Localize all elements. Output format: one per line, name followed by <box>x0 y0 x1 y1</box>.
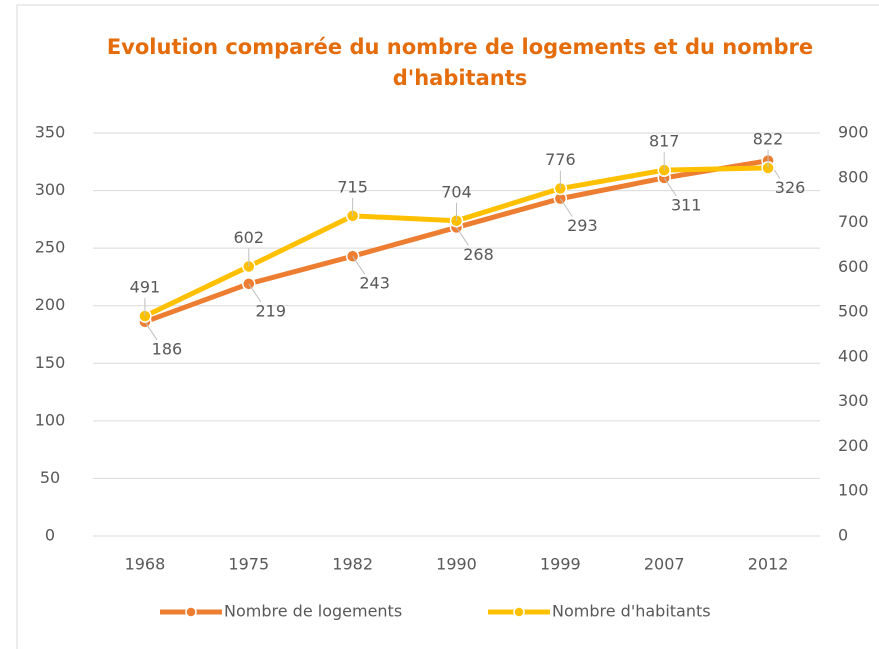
data-label: 602 <box>234 228 265 247</box>
data-label: 491 <box>130 278 161 297</box>
leader-line <box>352 255 366 275</box>
y-tick-label: 200 <box>35 295 66 314</box>
data-label: 243 <box>359 274 390 293</box>
y2-tick-label: 600 <box>838 257 869 276</box>
x-tick-label: 1982 <box>332 555 373 574</box>
legend-marker <box>185 606 197 618</box>
y-tick-label: 0 <box>45 526 55 545</box>
data-label: 268 <box>463 245 494 264</box>
leader-line <box>144 321 158 341</box>
y-tick-label: 100 <box>35 410 66 429</box>
x-tick-label: 2012 <box>748 555 789 574</box>
y-tick-label: 50 <box>40 468 60 487</box>
data-label: 822 <box>753 129 784 148</box>
leader-line <box>559 198 573 217</box>
y2-tick-label: 700 <box>838 212 869 231</box>
y2-tick-label: 800 <box>838 167 869 186</box>
y2-tick-label: 0 <box>838 526 848 545</box>
x-tick-label: 2007 <box>644 555 685 574</box>
chart-title: Evolution comparée du nombre de logement… <box>106 35 814 90</box>
y-tick-label: 350 <box>35 123 66 142</box>
legend-label: Nombre de logements <box>224 602 402 621</box>
y2-tick-label: 500 <box>838 302 869 321</box>
x-tick-label: 1999 <box>540 555 581 574</box>
data-label: 293 <box>567 216 598 235</box>
data-label: 311 <box>671 195 702 214</box>
y-tick-label: 150 <box>35 353 66 372</box>
y2-tick-label: 400 <box>838 346 869 365</box>
y2-tick-label: 300 <box>838 391 869 410</box>
data-label: 326 <box>775 178 806 197</box>
data-label: 817 <box>649 132 680 151</box>
leader-line <box>663 177 677 197</box>
leader-line <box>456 227 469 246</box>
y2-tick-label: 200 <box>838 436 869 455</box>
data-label: 715 <box>337 177 368 196</box>
x-tick-label: 1990 <box>436 555 477 574</box>
x-tick-label: 1968 <box>125 555 166 574</box>
y2-tick-label: 900 <box>838 123 869 142</box>
data-label: 219 <box>256 301 287 320</box>
legend-label: Nombre d'habitants <box>552 602 711 621</box>
x-tick-label: 1975 <box>228 555 269 574</box>
data-label: 776 <box>545 150 576 169</box>
y-tick-label: 300 <box>35 180 66 199</box>
data-label: 186 <box>152 339 183 358</box>
legend-marker <box>513 606 525 618</box>
leader-line <box>248 283 262 303</box>
chart-border <box>16 4 879 649</box>
data-label: 704 <box>441 182 472 201</box>
y-tick-label: 250 <box>35 238 66 257</box>
y2-tick-label: 100 <box>838 481 869 500</box>
